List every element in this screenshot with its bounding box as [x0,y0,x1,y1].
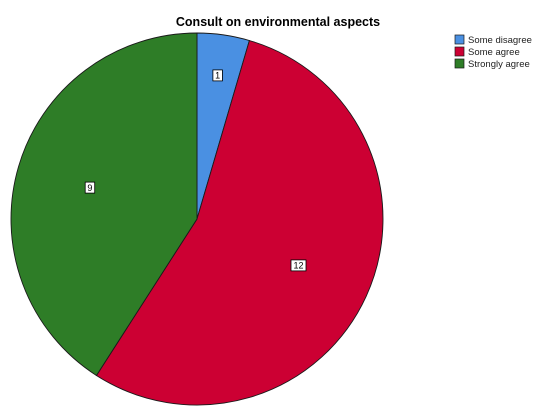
legend-label: Some disagree [468,35,532,46]
legend-swatch [454,58,465,69]
pie-slice-some-agree [95,39,384,406]
data-label-text: 1 [215,71,220,81]
data-label: 12 [290,259,307,272]
data-label-box [84,181,96,194]
legend-swatch [454,46,465,57]
legend-swatch [454,34,465,45]
data-label-box [290,259,307,272]
data-label-box [212,69,223,82]
data-label: 1 [212,69,223,82]
data-label-text: 12 [293,261,303,271]
pie-slices [10,32,384,406]
data-label-text: 9 [87,183,92,193]
legend-label: Some agree [468,47,520,58]
data-label: 9 [84,181,96,194]
pie-slice-strongly-agree [10,32,198,377]
legend-label: Strongly agree [468,59,530,70]
chart-title: Consult on environmental aspects [176,15,380,29]
pie-data-labels: 1 12 9 [84,69,307,272]
